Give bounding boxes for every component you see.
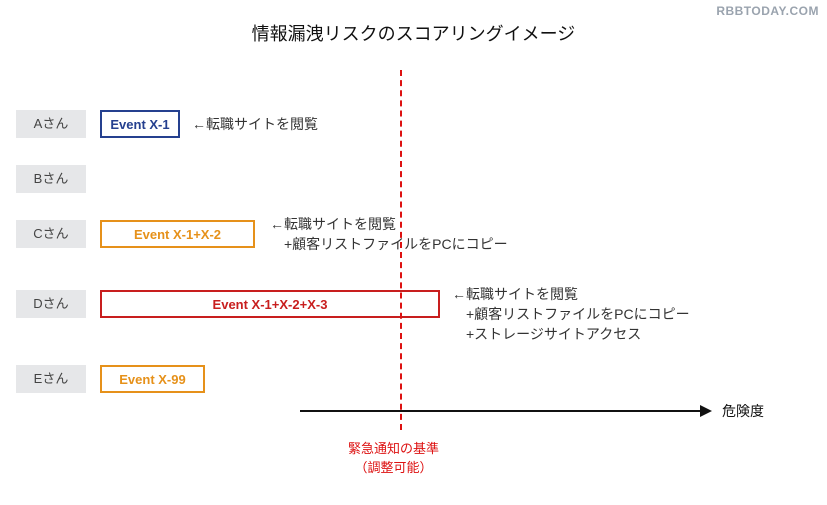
row-label-3: Dさん	[16, 290, 86, 318]
axis-line	[300, 410, 700, 412]
event-box-3: Event X-1+X-2+X-3	[100, 290, 440, 318]
page-title: 情報漏洩リスクのスコアリングイメージ	[0, 20, 827, 46]
event-box-0: Event X-1	[100, 110, 180, 138]
threshold-line	[400, 70, 402, 430]
row-label-0: Aさん	[16, 110, 86, 138]
note-0: ←転職サイトを閲覧	[192, 114, 318, 134]
axis-label: 危険度	[722, 401, 764, 421]
note-2: ←転職サイトを閲覧 +顧客リストファイルをPCにコピー	[270, 214, 508, 254]
watermark: RBBTODAY.COM	[716, 4, 819, 18]
row-label-2: Cさん	[16, 220, 86, 248]
note-3: ←転職サイトを閲覧 +顧客リストファイルをPCにコピー +ストレージサイトアクセ…	[452, 284, 690, 344]
event-box-4: Event X-99	[100, 365, 205, 393]
threshold-label: 緊急通知の基準 （調整可能）	[348, 438, 439, 476]
row-label-4: Eさん	[16, 365, 86, 393]
axis-arrow-icon	[700, 405, 712, 417]
threshold-label-2: （調整可能）	[348, 457, 439, 476]
threshold-label-1: 緊急通知の基準	[348, 438, 439, 457]
event-box-2: Event X-1+X-2	[100, 220, 255, 248]
row-label-1: Bさん	[16, 165, 86, 193]
